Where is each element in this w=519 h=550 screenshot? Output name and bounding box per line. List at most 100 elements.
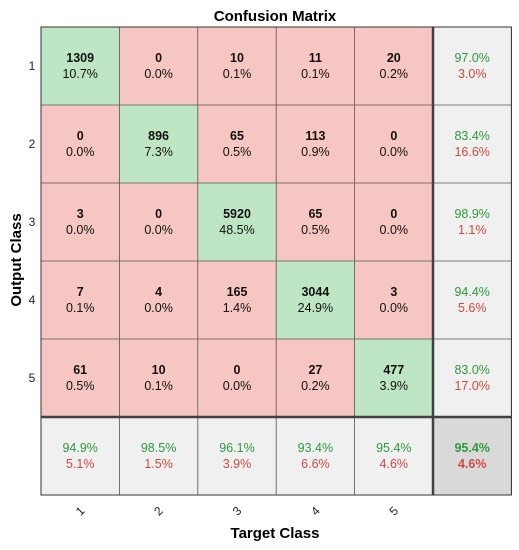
cell-percent: 3.9% (380, 379, 409, 393)
column-summary-wrong: 4.6% (380, 457, 409, 471)
cell-count: 3 (77, 207, 84, 221)
off-diagonal-cell (119, 27, 198, 105)
cell-percent: 0.0% (380, 223, 409, 237)
row-summary-correct: 97.0% (454, 51, 489, 65)
cell-count: 0 (77, 129, 84, 143)
cell-percent: 0.1% (223, 67, 252, 81)
diagonal-cell (197, 183, 277, 261)
off-diagonal-cell (276, 27, 355, 105)
column-summary-cell (354, 417, 433, 495)
cell-percent: 0.0% (380, 145, 409, 159)
cell-count: 11 (309, 51, 322, 65)
y-tick-label: 1 (29, 59, 36, 73)
cell-percent: 0.1% (66, 301, 95, 315)
off-diagonal-cell (354, 27, 433, 105)
cell-count: 4 (155, 285, 162, 299)
off-diagonal-cell (354, 261, 433, 339)
x-axis-label: Target Class (231, 525, 320, 542)
cell-count: 20 (387, 51, 401, 65)
column-summary-correct: 95.4% (376, 441, 411, 455)
cell-count: 65 (230, 129, 244, 143)
off-diagonal-cell (354, 183, 433, 261)
column-summary-correct: 94.9% (62, 441, 97, 455)
off-diagonal-cell (41, 105, 120, 183)
row-summary-cell (433, 27, 512, 105)
off-diagonal-cell (276, 105, 355, 183)
chart-title: Confusion Matrix (214, 8, 337, 25)
row-summary-wrong: 17.0% (454, 379, 489, 393)
cell-count: 165 (227, 285, 248, 299)
cell-percent: 0.5% (223, 145, 252, 159)
cell-count: 7 (77, 285, 84, 299)
overall-wrong: 4.6% (458, 457, 487, 471)
cell-count: 0 (390, 129, 397, 143)
row-summary-cell (433, 183, 512, 261)
cell-percent: 0.0% (144, 67, 173, 81)
cell-percent: 24.9% (298, 301, 333, 315)
row-summary-wrong: 1.1% (458, 223, 487, 237)
cell-percent: 0.0% (144, 301, 173, 315)
cell-percent: 0.0% (66, 145, 95, 159)
x-tick-label: 3 (230, 503, 245, 518)
column-summary-cell (119, 417, 198, 495)
column-summary-wrong: 5.1% (66, 457, 95, 471)
row-summary-cell (433, 339, 512, 417)
off-diagonal-cell (119, 339, 198, 417)
column-summary-cell (197, 417, 277, 495)
cell-percent: 0.0% (380, 301, 409, 315)
off-diagonal-cell (41, 339, 120, 417)
off-diagonal-cell (276, 339, 355, 417)
cell-count: 896 (148, 129, 169, 143)
cell-count: 27 (308, 363, 322, 377)
cell-count: 113 (305, 129, 325, 143)
off-diagonal-cell (197, 339, 277, 417)
column-summary-correct: 93.4% (298, 441, 333, 455)
y-axis-label: Output Class (8, 213, 25, 306)
row-summary-cell (433, 261, 512, 339)
cell-percent: 1.4% (223, 301, 252, 315)
off-diagonal-cell (197, 27, 277, 105)
cell-count: 1309 (66, 51, 94, 65)
off-diagonal-cell (197, 261, 277, 339)
off-diagonal-cell (41, 183, 120, 261)
column-summary-cell (41, 417, 120, 495)
matrix-border (40, 26, 512, 496)
cell-percent: 10.7% (62, 67, 97, 81)
cell-percent: 0.2% (380, 67, 409, 81)
row-summary-wrong: 3.0% (458, 67, 487, 81)
diagonal-cell (119, 105, 198, 183)
cell-percent: 7.3% (144, 145, 173, 159)
cell-count: 3 (390, 285, 397, 299)
column-summary-correct: 96.1% (219, 441, 254, 455)
off-diagonal-cell (276, 183, 355, 261)
diagonal-cell (276, 261, 355, 339)
cell-percent: 0.0% (144, 223, 173, 237)
cell-count: 61 (73, 363, 87, 377)
y-tick-label: 2 (29, 137, 36, 151)
column-summary-wrong: 3.9% (223, 457, 252, 471)
y-tick-label: 3 (29, 215, 36, 229)
column-summary-wrong: 1.5% (144, 457, 173, 471)
cell-percent: 0.9% (301, 145, 330, 159)
cell-percent: 0.1% (144, 379, 173, 393)
diagonal-cell (41, 27, 120, 105)
cell-count: 0 (155, 207, 162, 221)
cell-count: 477 (383, 363, 404, 377)
y-tick-label: 5 (29, 371, 36, 385)
off-diagonal-cell (354, 105, 433, 183)
cell-percent: 48.5% (219, 223, 254, 237)
row-summary-correct: 83.0% (454, 363, 489, 377)
row-summary-correct: 94.4% (454, 285, 489, 299)
row-summary-wrong: 16.6% (454, 145, 489, 159)
cell-percent: 0.0% (223, 379, 252, 393)
off-diagonal-cell (119, 183, 198, 261)
column-summary-correct: 98.5% (141, 441, 176, 455)
row-summary-wrong: 5.6% (458, 301, 487, 315)
cell-count: 65 (308, 207, 322, 221)
cell-percent: 0.0% (66, 223, 95, 237)
y-tick-label: 4 (29, 293, 36, 307)
off-diagonal-cell (41, 261, 120, 339)
x-tick-label: 5 (386, 503, 401, 518)
cell-percent: 0.1% (301, 67, 330, 81)
